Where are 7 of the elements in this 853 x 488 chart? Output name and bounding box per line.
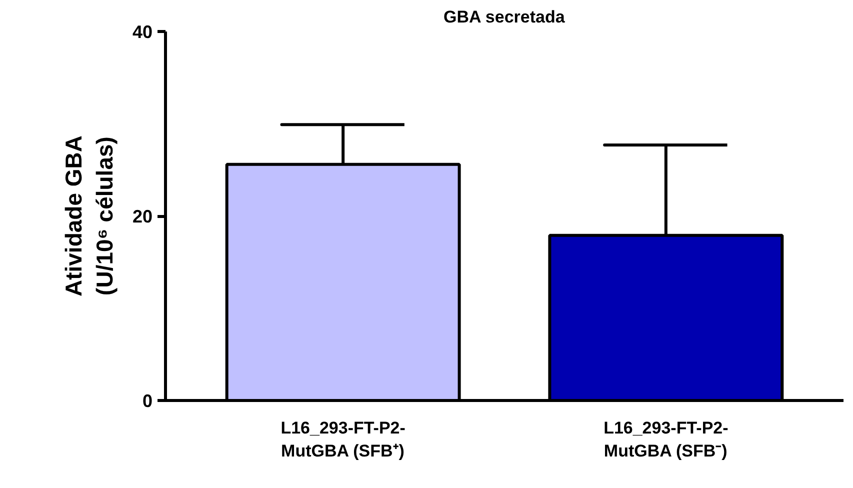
x-tick-label: L16_293-FT-P2- MutGBA (SFB⁺): [280, 418, 406, 460]
chart-title: GBA secretada: [444, 8, 566, 26]
y-tick-label: 0: [142, 391, 153, 411]
y-axis-title: Atividade GBA (U/10⁶ células): [60, 135, 118, 297]
y-tick-label: 40: [132, 22, 153, 42]
x-tick-label: L16_293-FT-P2- MutGBA (SFB⁻): [604, 418, 728, 460]
y-tick-label: 20: [132, 206, 153, 226]
